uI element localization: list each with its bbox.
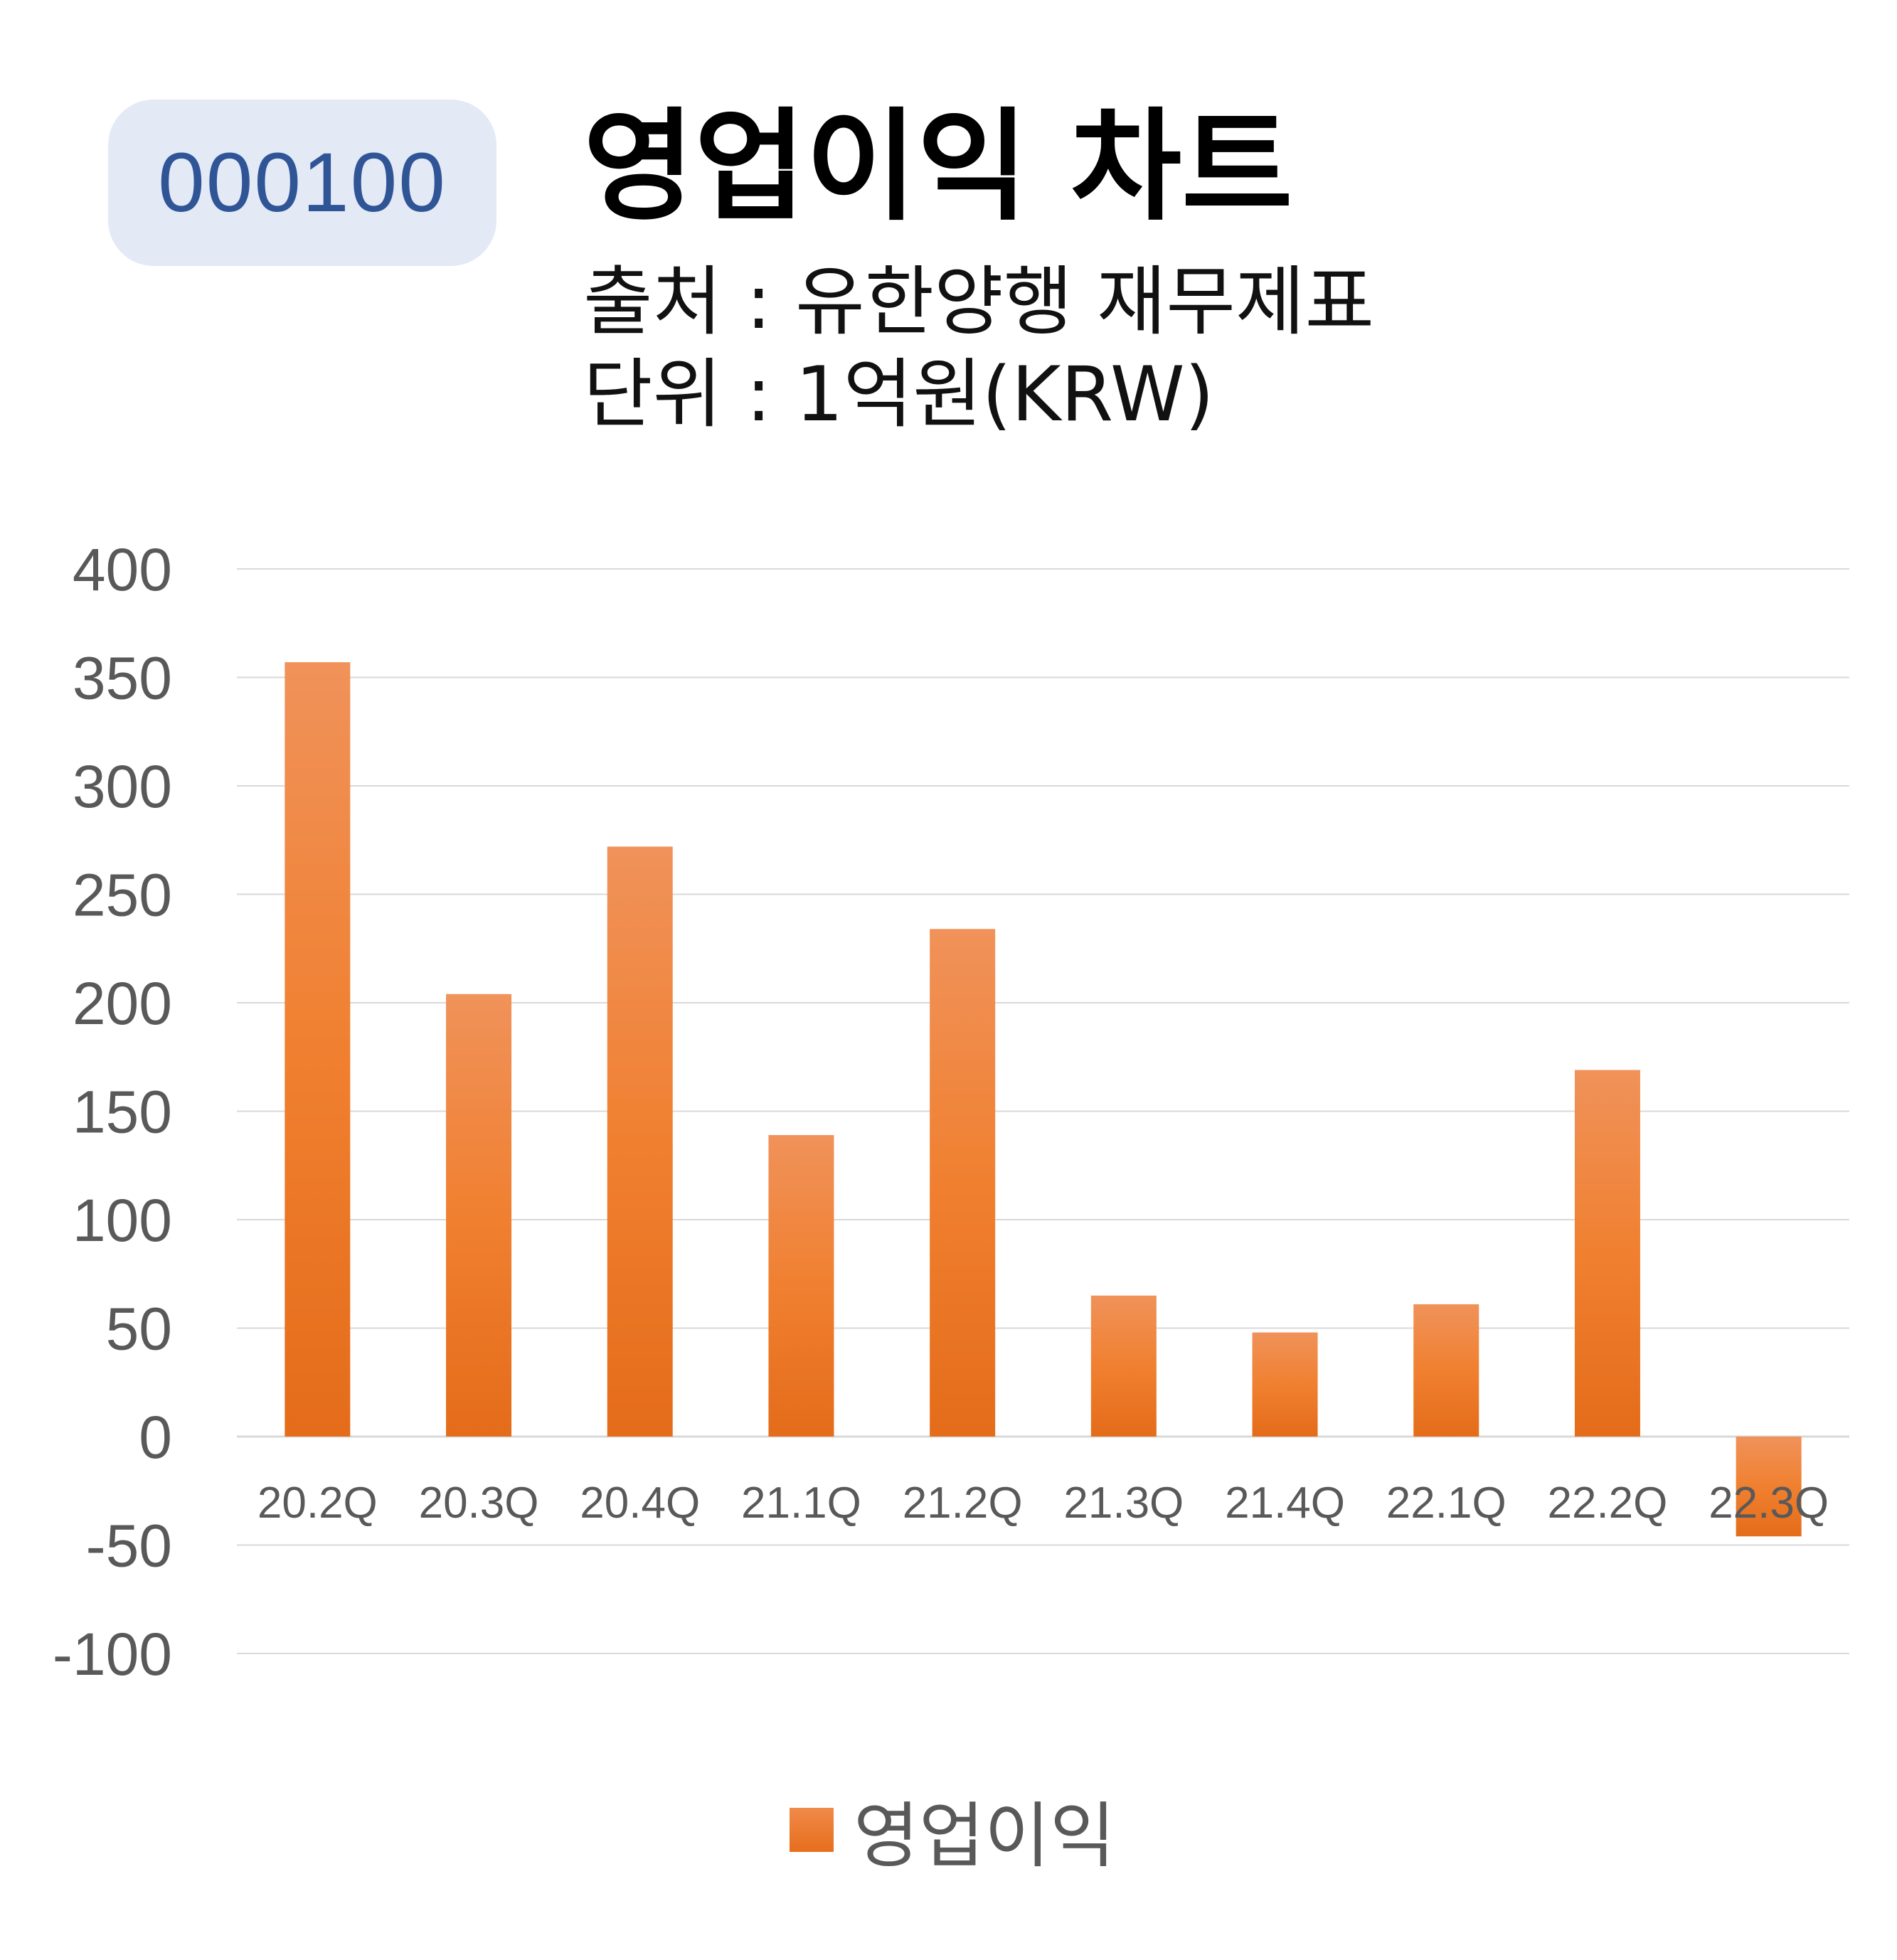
bar-layer [285,662,1802,1537]
y-tick-label: 300 [73,753,172,820]
ticker-code: 000100 [158,136,447,230]
bar [285,662,351,1437]
bar [1574,1070,1640,1437]
chart-title: 영업이익 차트 [583,97,1293,238]
x-tick-label: 21.1Q [741,1479,861,1528]
y-tick-label: -50 [86,1513,172,1580]
y-tick-label: 350 [73,645,172,712]
bar [446,994,512,1437]
legend-swatch [790,1807,834,1852]
x-tick-label: 22.2Q [1547,1479,1667,1528]
bar [1090,1295,1157,1437]
x-tick-label: 21.4Q [1225,1479,1345,1528]
x-tick-label: 20.2Q [257,1479,378,1528]
unit-line: 단위 : 1억원(KRW) [583,351,1215,438]
x-tick-label: 22.1Q [1386,1479,1507,1528]
y-tick-label: -100 [53,1621,172,1688]
x-tick-labels: 20.2Q 20.3Q 20.4Q 21.1Q 21.2Q 21.3Q 21.4Q 22.1Q… [257,1479,1829,1528]
y-tick-label: 0 [139,1404,172,1471]
bar [1413,1304,1479,1437]
y-tick-label: 50 [106,1296,172,1363]
x-tick-label: 21.3Q [1063,1479,1184,1528]
x-tick-label: 20.3Q [419,1479,539,1528]
x-tick-label: 21.2Q [903,1479,1023,1528]
bar [930,929,996,1437]
y-tick-label: 150 [73,1079,172,1146]
y-tick-label: 400 [73,536,172,603]
y-tick-labels: 400 350 300 250 200 150 100 50 0 -50 -100 [53,536,172,1688]
bar [1252,1332,1318,1437]
legend-label: 영업이익 [854,1794,1115,1878]
ticker-badge: 000100 [108,100,496,266]
bar [607,846,673,1437]
x-tick-label: 22.3Q [1709,1479,1829,1528]
y-tick-label: 200 [73,970,172,1037]
x-tick-label: 20.4Q [580,1479,700,1528]
source-line: 출처 : 유한양행 재무제표 [583,258,1374,346]
y-tick-label: 250 [73,862,172,929]
y-tick-label: 100 [73,1187,172,1254]
legend: 영업이익 [790,1778,1115,1881]
bar [768,1135,834,1437]
bar [1736,1437,1802,1537]
